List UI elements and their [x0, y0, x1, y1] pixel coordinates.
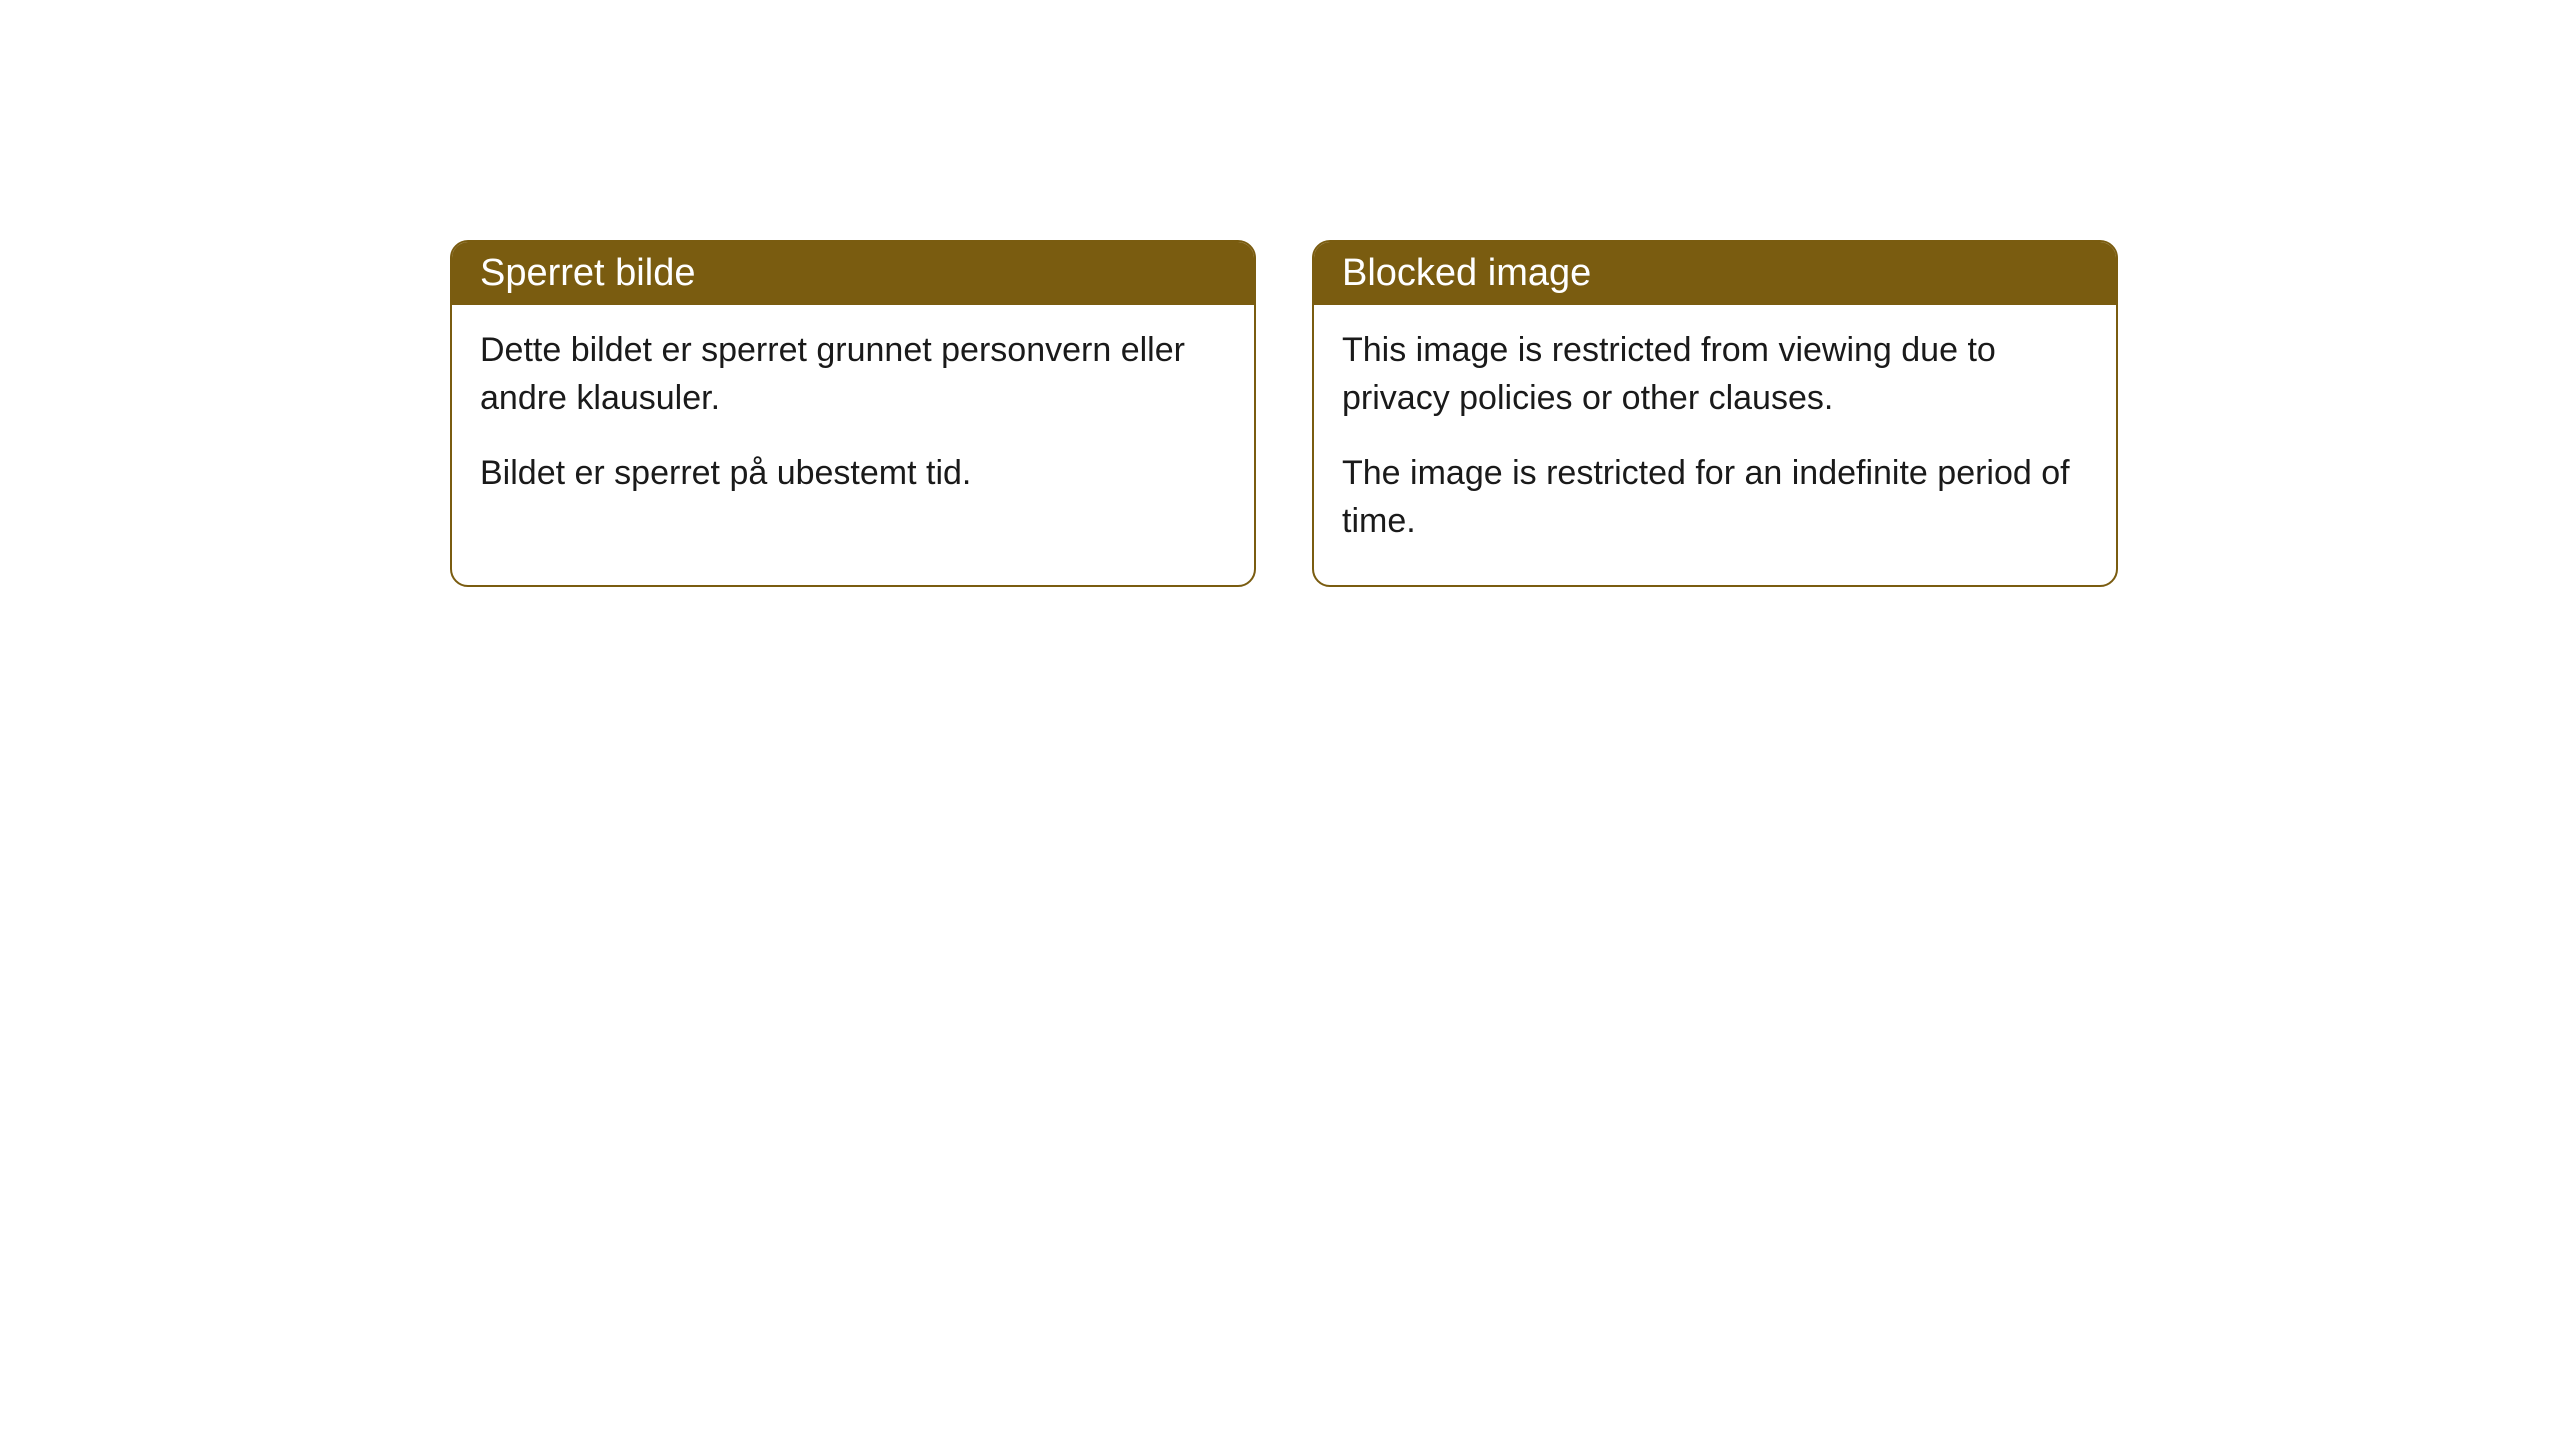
notice-body: This image is restricted from viewing du…: [1314, 305, 2116, 585]
notice-paragraph: This image is restricted from viewing du…: [1342, 327, 2088, 422]
notice-title: Sperret bilde: [480, 252, 695, 294]
notice-header: Blocked image: [1314, 242, 2116, 305]
notice-title: Blocked image: [1342, 252, 1591, 294]
notice-paragraph: Bildet er sperret på ubestemt tid.: [480, 450, 1226, 498]
notice-header: Sperret bilde: [452, 242, 1254, 305]
notice-paragraph: The image is restricted for an indefinit…: [1342, 450, 2088, 545]
notice-paragraph: Dette bildet er sperret grunnet personve…: [480, 327, 1226, 422]
notice-body: Dette bildet er sperret grunnet personve…: [452, 305, 1254, 538]
notice-card-english: Blocked image This image is restricted f…: [1312, 240, 2118, 587]
notices-container: Sperret bilde Dette bildet er sperret gr…: [450, 240, 2118, 587]
notice-card-norwegian: Sperret bilde Dette bildet er sperret gr…: [450, 240, 1256, 587]
